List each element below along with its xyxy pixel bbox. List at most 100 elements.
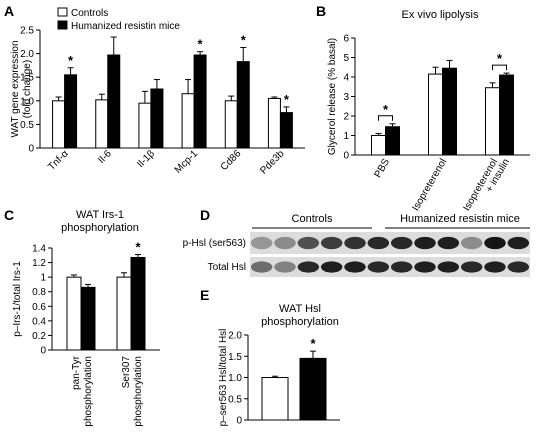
category-label: phosphorylation [133,356,144,427]
category-label: Pde3b [258,148,287,177]
category-label: phosphorylation [83,356,94,427]
y-axis-label: (fold change) [22,60,33,118]
bar [52,100,66,149]
blot-strip [250,232,530,254]
legend-swatch [57,7,68,17]
y-tick-label: 3 [343,92,349,103]
y-tick-label: 2.0 [20,49,34,60]
bar [299,357,327,421]
category-label: Il-6 [96,148,114,166]
blot-row-label: Total Hsl [208,262,246,273]
y-axis-label: Glycerol release (% basal) [327,38,338,155]
legend-label: Humanized resistin mice [71,21,180,32]
chart-b: 0 1 2 3 4 5 6 Glycerol release (% basal) PBS Isop… [327,9,530,213]
bar [64,74,78,149]
legend-label: Controls [71,8,108,19]
chart-title: phosphorylation [61,222,139,234]
blot-group-label: Humanized resistin mice [400,213,520,225]
category-label: PBS [373,157,393,180]
y-axis-label: p–Irs-1/total Irs-1 [12,261,23,337]
chart-c: 0 0.2 0.4 0.6 0.8 1 1.2 1.4 p–Irs-1/total Irs-1 p… [12,209,160,427]
blot-band [484,261,506,273]
blot-band [460,261,483,273]
bar [138,102,152,149]
y-tick-label: 0.5 [20,120,34,131]
y-tick-label: 0.6 [32,302,46,313]
blot-band [344,236,366,250]
y-tick-label: 1.0 [20,96,34,107]
blot-band [437,236,460,250]
bar [95,99,109,149]
significance-marker: * [383,102,389,117]
blot-band [414,236,436,250]
category-label: pan-Tyr [71,355,82,390]
significance-marker: * [497,51,503,66]
blot-band [484,236,506,250]
bar [130,256,146,351]
y-tick-label: 0.4 [32,316,46,327]
y-tick-label: 1.0 [228,373,242,384]
significance-marker: * [284,92,290,107]
bar [66,276,82,351]
blot-band [507,236,530,250]
chart-title: phosphorylation [261,316,339,328]
y-tick-label: 2 [343,112,349,123]
panel-label-c: C [4,207,14,223]
category-label: Ser307 [121,356,132,389]
bar [107,54,121,149]
y-tick-label: 2.0 [228,331,242,342]
blot-strip [250,257,530,277]
western-blot: Controls Humanized resistin mice p-Hsl (se… [183,213,530,277]
bar [267,97,281,149]
y-tick-label: 1.5 [20,73,34,84]
y-tick-label: 2.5 [20,26,34,37]
blot-band [297,236,320,250]
bar [116,276,132,351]
blot-band [507,261,530,273]
blot-band [390,261,413,273]
blot-band [297,261,320,273]
panel-label-a: A [4,3,14,19]
legend-swatch [57,20,68,30]
y-tick-label: 0 [343,151,349,162]
bar [442,67,457,156]
blot-band [274,261,296,273]
bar [150,88,164,149]
blot-row-label: p-Hsl (ser563) [183,238,246,249]
chart-title: WAT Irs-1 [76,209,124,221]
bar [428,73,443,156]
significance-marker: * [135,240,141,255]
y-axis-label: p–ser563 Hsl/total Hsl [218,329,229,427]
significance-bracket [492,64,507,71]
blot-band [414,261,436,273]
significance-marker: * [198,37,204,52]
blot-band [367,261,390,273]
bar [224,100,238,149]
y-tick-label: 1 [343,131,349,142]
y-tick-label: 1.4 [32,244,46,255]
bar [80,286,96,351]
y-tick-label: 0 [236,416,242,427]
panel-label-d: D [200,207,210,223]
blot-group-label: Controls [292,213,333,225]
significance-marker: * [241,32,247,47]
panel-label-e: E [200,287,209,303]
y-tick-label: 0.5 [228,394,242,405]
y-tick-label: 1 [40,273,46,284]
bar [193,54,207,149]
chart-title: Ex vivo lipolysis [401,9,479,21]
blot-band [344,261,366,273]
chart-a: 0 0.5 1.0 1.5 2.0 2.5 WAT gene expression (fold… [10,7,305,177]
bar [371,135,386,156]
bar [485,87,500,156]
blot-band [390,236,413,250]
blot-band [460,236,483,250]
y-tick-label: 0 [40,346,46,357]
blot-band [250,261,273,273]
panel-label-b: B [316,3,326,19]
significance-bracket [378,115,393,121]
y-tick-label: 4 [343,73,349,84]
significance-marker: * [68,53,74,68]
y-tick-label: 0.2 [32,331,46,342]
blot-band [274,236,296,250]
